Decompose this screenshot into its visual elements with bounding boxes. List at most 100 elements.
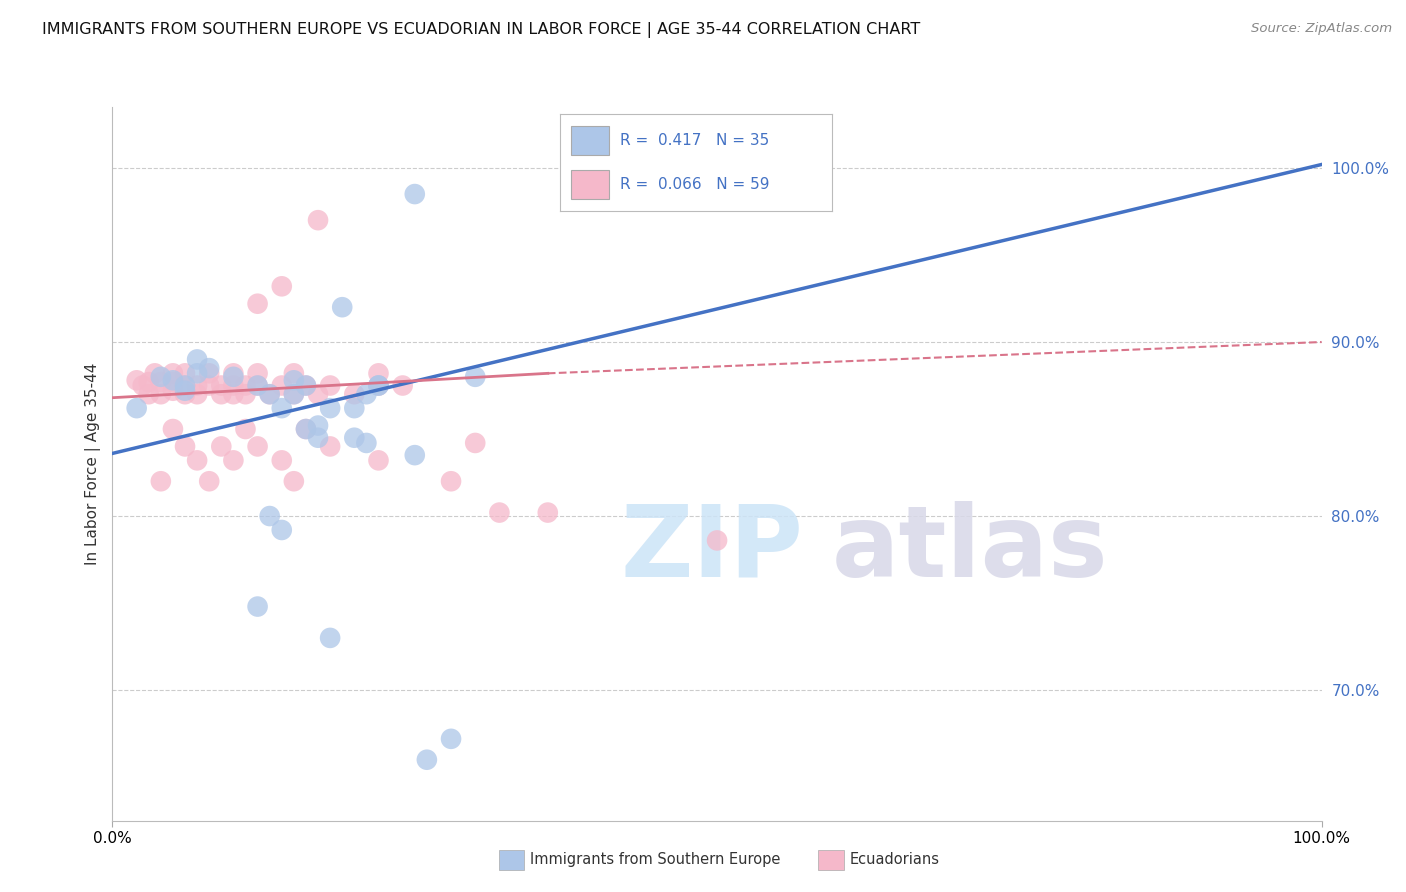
Text: Ecuadorians: Ecuadorians bbox=[849, 853, 939, 867]
Point bbox=[222, 369, 245, 384]
Point bbox=[259, 387, 281, 401]
Point bbox=[138, 375, 160, 389]
Point bbox=[132, 378, 155, 392]
Point bbox=[222, 367, 245, 381]
Point bbox=[270, 378, 292, 392]
Point bbox=[283, 475, 305, 489]
Text: Source: ZipAtlas.com: Source: ZipAtlas.com bbox=[1251, 22, 1392, 36]
Point bbox=[235, 378, 257, 392]
Point bbox=[537, 506, 560, 520]
Point bbox=[186, 453, 208, 467]
Point bbox=[174, 439, 197, 453]
Point bbox=[404, 187, 426, 202]
Point bbox=[283, 373, 305, 387]
Point bbox=[356, 436, 378, 450]
Point bbox=[125, 373, 148, 387]
Text: Immigrants from Southern Europe: Immigrants from Southern Europe bbox=[530, 853, 780, 867]
Point bbox=[319, 378, 342, 392]
Point bbox=[246, 378, 269, 392]
Point bbox=[356, 387, 378, 401]
Point bbox=[174, 387, 197, 401]
Point bbox=[149, 387, 172, 401]
Point bbox=[367, 378, 389, 392]
Point bbox=[416, 753, 439, 767]
Point bbox=[162, 373, 184, 387]
Point bbox=[198, 361, 221, 376]
Point bbox=[246, 599, 269, 614]
Point bbox=[367, 367, 389, 381]
Point bbox=[270, 523, 292, 537]
Point bbox=[464, 436, 486, 450]
Point bbox=[391, 378, 413, 392]
Text: atlas: atlas bbox=[832, 501, 1108, 598]
Point bbox=[307, 418, 329, 433]
Point bbox=[186, 367, 208, 381]
Point bbox=[235, 387, 257, 401]
Point bbox=[319, 631, 342, 645]
Point bbox=[186, 352, 208, 367]
Point bbox=[319, 439, 342, 453]
Point bbox=[143, 367, 166, 381]
Point bbox=[270, 401, 292, 416]
Point bbox=[283, 387, 305, 401]
Point bbox=[367, 378, 389, 392]
Point bbox=[222, 378, 245, 392]
Point bbox=[440, 475, 463, 489]
Point bbox=[209, 439, 232, 453]
Point bbox=[464, 369, 486, 384]
Point bbox=[198, 367, 221, 381]
Point bbox=[174, 367, 197, 381]
Point bbox=[162, 384, 184, 398]
Point bbox=[222, 453, 245, 467]
Point bbox=[198, 378, 221, 392]
Point bbox=[174, 384, 197, 398]
Point bbox=[295, 422, 318, 436]
Point bbox=[343, 401, 366, 416]
Point bbox=[270, 453, 292, 467]
Point bbox=[149, 375, 172, 389]
Text: IMMIGRANTS FROM SOUTHERN EUROPE VS ECUADORIAN IN LABOR FORCE | AGE 35-44 CORRELA: IMMIGRANTS FROM SOUTHERN EUROPE VS ECUAD… bbox=[42, 22, 921, 38]
Point bbox=[367, 453, 389, 467]
Point bbox=[138, 387, 160, 401]
Point bbox=[235, 422, 257, 436]
Point bbox=[246, 296, 269, 310]
Point bbox=[330, 300, 353, 314]
Point bbox=[367, 378, 389, 392]
Point bbox=[174, 378, 197, 392]
Point bbox=[283, 387, 305, 401]
Point bbox=[259, 509, 281, 524]
Point bbox=[488, 506, 510, 520]
Point bbox=[283, 367, 305, 381]
Point bbox=[259, 387, 281, 401]
Point bbox=[125, 401, 148, 416]
Point bbox=[295, 378, 318, 392]
Point bbox=[343, 387, 366, 401]
Point bbox=[162, 367, 184, 381]
Point bbox=[319, 401, 342, 416]
Point bbox=[186, 387, 208, 401]
Point bbox=[307, 387, 329, 401]
Point bbox=[706, 533, 728, 548]
Text: ZIP: ZIP bbox=[620, 501, 803, 598]
Point bbox=[307, 213, 329, 227]
Point bbox=[295, 378, 318, 392]
Point bbox=[246, 439, 269, 453]
Point bbox=[198, 475, 221, 489]
Point bbox=[209, 387, 232, 401]
Point bbox=[246, 378, 269, 392]
Point bbox=[186, 378, 208, 392]
Point bbox=[162, 422, 184, 436]
Point bbox=[295, 422, 318, 436]
Point bbox=[149, 475, 172, 489]
Point bbox=[149, 369, 172, 384]
Point bbox=[209, 378, 232, 392]
Point bbox=[162, 375, 184, 389]
Point bbox=[222, 387, 245, 401]
Point bbox=[440, 731, 463, 746]
Point bbox=[270, 279, 292, 293]
Point bbox=[307, 431, 329, 445]
Point bbox=[174, 378, 197, 392]
Point bbox=[246, 367, 269, 381]
Point bbox=[343, 431, 366, 445]
Point bbox=[404, 448, 426, 462]
